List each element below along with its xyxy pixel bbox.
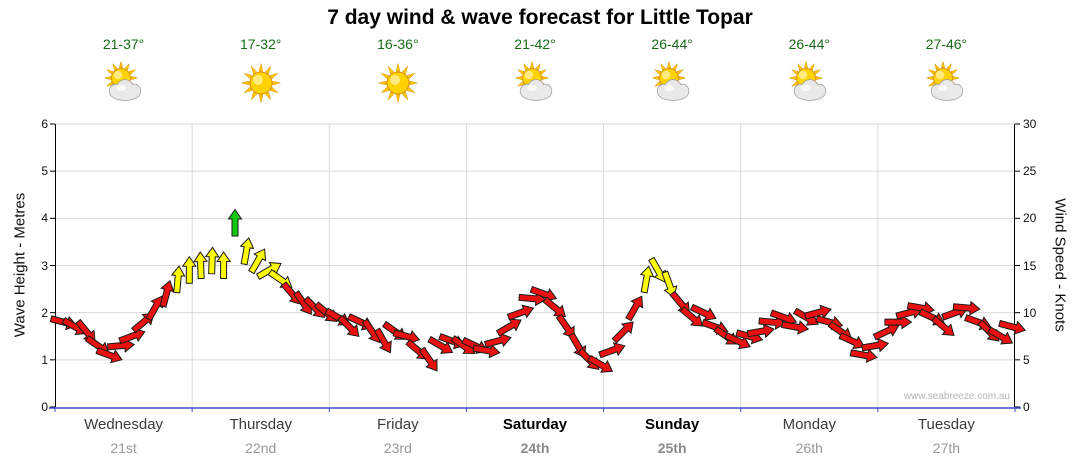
wind-arrow	[803, 304, 832, 320]
wind-arrow	[781, 320, 810, 335]
wind-arrow	[746, 323, 775, 339]
wind-arrow	[181, 255, 197, 284]
wind-arrow	[987, 326, 1014, 345]
wind-arrow	[931, 315, 955, 337]
wind-arrow	[227, 208, 243, 237]
wave-axis-tick-label: 3	[41, 258, 48, 273]
wind-arrow	[661, 270, 678, 298]
sun-cloud-icon	[103, 60, 141, 101]
wind-arrow	[216, 251, 232, 279]
wind-arrow	[679, 306, 704, 327]
wind-arrow	[204, 246, 220, 275]
wind-arrow	[170, 265, 186, 294]
day-temperature-range: 21-37°	[102, 36, 145, 52]
day-temperature-range: 21-42°	[514, 36, 556, 52]
wind-arrow	[689, 303, 717, 321]
wind-axis-tick-label: 0	[1023, 400, 1030, 414]
wind-axis-tick-label: 15	[1023, 258, 1037, 273]
wind-arrow	[872, 323, 900, 341]
wind-arrow	[598, 342, 626, 359]
wind-arrow	[952, 300, 981, 316]
sun-cloud-icon	[514, 60, 553, 101]
wind-arrow	[418, 346, 438, 372]
wind-arrow	[248, 248, 267, 275]
wind-arrow	[998, 319, 1026, 335]
wind-arrow	[483, 332, 512, 348]
sun-icon	[241, 63, 281, 103]
wave-axis-tick-label: 1	[41, 352, 48, 367]
day-name-label: Friday	[377, 416, 419, 433]
day-date-label: 21st	[110, 440, 137, 456]
sun-cloud-icon	[925, 60, 964, 101]
wind-arrow	[495, 318, 522, 337]
wave-axis-label: Wave Height - Metres	[11, 192, 29, 338]
wind-arrow	[472, 343, 501, 359]
page-title: 7 day wind & wave forecast for Little To…	[327, 6, 753, 29]
wave-axis-tick-label: 5	[41, 164, 48, 179]
wind-arrow	[639, 265, 655, 294]
day-temperature-range: 26-44°	[651, 36, 693, 52]
day-name-label: Monday	[782, 416, 836, 433]
wind-arrow	[95, 347, 123, 364]
day-temperature-range: 16-36°	[377, 36, 419, 52]
wind-arrow	[724, 332, 751, 350]
wave-axis-tick-label: 4	[41, 211, 48, 226]
wind-arrow	[648, 256, 667, 283]
wind-arrow	[838, 332, 866, 350]
wave-axis-tick-label: 6	[41, 117, 48, 131]
wind-arrow	[392, 329, 421, 345]
day-name-label: Thursday	[229, 416, 292, 433]
wind-axis-tick-label: 20	[1023, 211, 1037, 226]
wind-arrow	[861, 337, 890, 353]
day-name-label: Wednesday	[84, 416, 164, 433]
day-date-label: 27th	[932, 440, 961, 456]
wave-axis-tick-label: 0	[41, 400, 48, 414]
day-temperature-range: 27-46°	[925, 36, 968, 52]
wind-arrow	[427, 335, 454, 354]
wind-arrow	[884, 314, 913, 330]
wind-axis-tick-label: 10	[1023, 305, 1037, 320]
wind-arrow	[611, 321, 634, 344]
wind-arrow	[587, 354, 614, 373]
wind-axis-tick-label: 5	[1023, 352, 1030, 367]
sun-cloud-icon	[788, 60, 827, 101]
wind-arrow	[337, 314, 360, 337]
wind-arrow	[506, 304, 535, 321]
wind-arrow	[239, 237, 255, 266]
day-date-label: 25th	[657, 440, 687, 456]
sun-cloud-icon	[651, 60, 690, 101]
wind-axis-label: Wind Speed - Knots	[1051, 198, 1069, 332]
day-date-label: 26th	[795, 440, 823, 456]
watermark: www.seabreeze.com.au	[903, 391, 1010, 402]
day-temperature-range: 26-44°	[788, 36, 830, 52]
day-date-label: 24th	[520, 440, 550, 456]
day-name-label: Tuesday	[917, 416, 975, 433]
wave-axis-tick-label: 2	[41, 305, 48, 320]
wind-arrow	[193, 251, 209, 280]
sun-icon	[378, 63, 418, 103]
day-date-label: 22nd	[245, 440, 277, 456]
wind-arrow	[159, 279, 175, 308]
wind-axis-tick-label: 30	[1023, 117, 1037, 131]
wind-arrow	[625, 295, 644, 322]
day-date-label: 23rd	[383, 440, 412, 456]
wind-arrow	[255, 261, 282, 280]
day-name-label: Sunday	[645, 416, 700, 433]
wind-axis-tick-label: 25	[1023, 164, 1037, 179]
day-temperature-range: 17-32°	[240, 36, 282, 52]
day-name-label: Saturday	[502, 416, 568, 433]
wind-arrow	[849, 348, 878, 364]
wind-arrow	[373, 327, 392, 354]
